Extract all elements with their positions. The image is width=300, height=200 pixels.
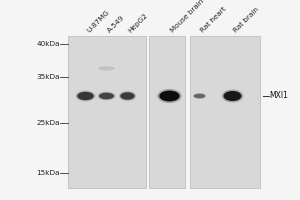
Text: 15kDa: 15kDa — [37, 170, 60, 176]
Ellipse shape — [77, 92, 94, 100]
Ellipse shape — [119, 91, 136, 101]
Text: Mouse brain: Mouse brain — [169, 0, 205, 34]
Text: 40kDa: 40kDa — [37, 41, 60, 47]
Text: 25kDa: 25kDa — [37, 120, 60, 126]
Ellipse shape — [98, 66, 115, 71]
Text: U-87MG: U-87MG — [85, 9, 110, 34]
Bar — [149, 36, 185, 188]
Ellipse shape — [76, 90, 95, 102]
Text: MXI1: MXI1 — [269, 92, 288, 100]
Text: A-549: A-549 — [106, 15, 126, 34]
Ellipse shape — [224, 91, 242, 101]
Ellipse shape — [159, 91, 180, 101]
Ellipse shape — [193, 93, 206, 99]
Bar — [68, 36, 146, 188]
Ellipse shape — [99, 93, 114, 99]
Ellipse shape — [194, 94, 205, 98]
Ellipse shape — [98, 92, 116, 100]
Ellipse shape — [120, 92, 135, 100]
Text: Rat heart: Rat heart — [200, 6, 227, 34]
Text: Rat brain: Rat brain — [232, 7, 260, 34]
Ellipse shape — [157, 89, 182, 103]
Text: 35kDa: 35kDa — [37, 74, 60, 80]
Bar — [190, 36, 260, 188]
Ellipse shape — [222, 89, 243, 103]
Text: HepG2: HepG2 — [128, 12, 149, 34]
